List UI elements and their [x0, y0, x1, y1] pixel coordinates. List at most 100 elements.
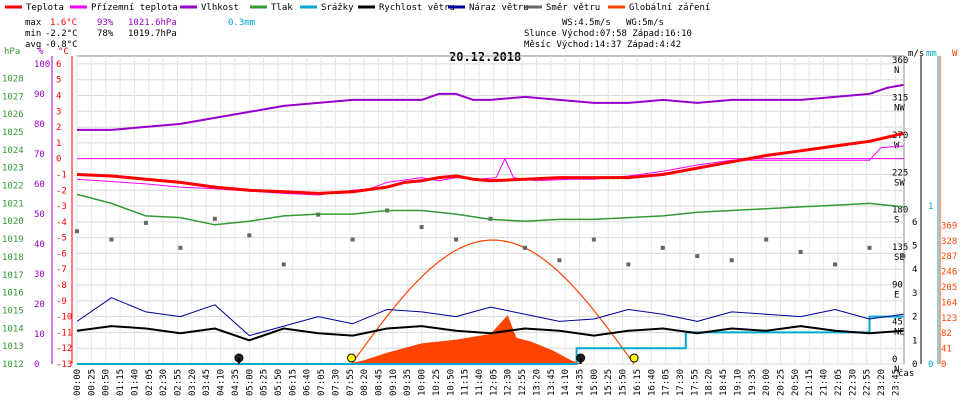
w-tick-label: 246: [941, 268, 957, 278]
hpa-tick-label: 1018: [2, 253, 24, 263]
hpa-tick-label: 1014: [2, 324, 24, 334]
hpa-tick-label: 1026: [2, 110, 24, 120]
wind-direction-point: [695, 254, 700, 259]
x-tick-label: 19:10: [733, 369, 743, 396]
x-tick-label: 04:35: [231, 369, 241, 396]
c-tick-label: 5: [56, 76, 61, 86]
x-tick-label: 04:10: [217, 369, 227, 396]
c-tick-label: -13: [56, 360, 72, 370]
w-tick-label: 164: [941, 298, 957, 308]
wind-direction-point: [75, 229, 79, 234]
hpa-tick-label: 1013: [2, 342, 24, 352]
x-tick-label: 01:40: [130, 369, 140, 396]
x-tick-label: 06:15: [288, 369, 298, 396]
mm-tick-label: 0: [928, 360, 933, 370]
hpa-tick-label: 1024: [2, 146, 24, 156]
w-tick-label: 205: [941, 283, 957, 293]
x-tick-label: 19:35: [748, 369, 758, 396]
w-tick-label: 123: [941, 314, 957, 324]
hpa-tick-label: 1021: [2, 199, 24, 209]
wind-direction-point: [798, 249, 803, 254]
x-tick-label: 01:15: [116, 369, 126, 396]
x-tick-label: 02:30: [159, 369, 169, 396]
pct-tick-label: 10: [34, 330, 45, 340]
c-tick-label: -9: [56, 297, 67, 307]
sun-moon-markers: [234, 353, 639, 364]
stat-min-label: min: [25, 29, 41, 39]
wind-direction-point: [143, 220, 148, 225]
wind-direction-point: [247, 233, 252, 238]
c-tick-label: 3: [56, 107, 61, 117]
x-tick-label: 15:25: [604, 369, 614, 396]
pct-tick-label: 40: [34, 240, 45, 250]
wind-direction-point: [178, 245, 183, 250]
hpa-tick-label: 1025: [2, 128, 24, 138]
x-tick-label: 10:00: [418, 369, 428, 396]
x-tick-label: 09:35: [403, 369, 413, 396]
x-tick-label: 02:05: [145, 369, 155, 396]
x-tick-label: 07:55: [346, 369, 356, 396]
x-tick-label: 07:30: [331, 369, 341, 396]
dir-tick-label: SE: [894, 253, 905, 263]
stats-block: max 1.6°C 93% 1021.6hPa 0.3mm min -2.2°C…: [25, 18, 255, 50]
hpa-tick-label: 1022: [2, 182, 24, 192]
c-tick-label: -11: [56, 328, 72, 338]
ms-axis-unit: m/s: [908, 49, 924, 59]
w-tick-label: 369: [941, 221, 957, 231]
dir-tick-label: SW: [894, 178, 905, 188]
wind-direction-point: [522, 245, 527, 250]
ms-tick-label: 6: [912, 218, 917, 228]
x-tick-label: 22:30: [848, 369, 858, 396]
legend-label: Vlhkost: [201, 3, 239, 13]
x-tick-label: 02:55: [174, 369, 184, 396]
x-tick-label: 15:50: [619, 369, 629, 396]
x-tick-label: 11:40: [475, 369, 485, 396]
x-axis-labels: 00:00 00:25 00:50 01:15 01:40 02:05 02:30 02:55…: [73, 368, 914, 396]
stat-max-temp: 1.6°C: [50, 18, 77, 28]
x-tick-label: 12:05: [489, 369, 499, 396]
dir-tick-value: 180: [892, 206, 908, 216]
info-block: WS:4.5m/s WG:5m/s Slunce Východ:07:58 Zá…: [524, 18, 692, 50]
c-axis-unit: °C: [58, 47, 69, 57]
x-tick-label: 22:05: [834, 369, 844, 396]
pct-tick-label: 70: [34, 150, 45, 160]
ms-tick-label: 3: [912, 289, 917, 299]
w-tick-label: 0: [941, 360, 946, 370]
stat-max-label: max: [25, 18, 42, 28]
pct-tick-label: 100: [34, 60, 50, 70]
solar-theoretical-curve: [351, 239, 635, 365]
pct-tick-label: 20: [34, 300, 45, 310]
w-tick-label: 328: [941, 237, 957, 247]
stat-min-press: 1019.7hPa: [128, 29, 177, 39]
axes: hPa% °C1012101310141015101610171018101910…: [2, 47, 958, 375]
x-tick-label: 23:20: [877, 369, 887, 396]
x-tick-label: 08:20: [360, 369, 370, 396]
c-tick-label: 1: [56, 139, 61, 149]
x-tick-label: 15:00: [590, 369, 600, 396]
w-tick-label: 82: [941, 329, 952, 339]
c-tick-label: -3: [56, 202, 67, 212]
info-moon: Měsíc Východ:14:37 Západ:4:42: [524, 40, 681, 50]
ms-tick-label: 0: [912, 360, 917, 370]
legend-label: Tlak: [271, 3, 293, 13]
wind-direction-point: [729, 258, 734, 263]
x-tick-label: 09:10: [389, 369, 399, 396]
x-tick-label: 23:45: [891, 369, 901, 396]
x-tick-label: 03:20: [188, 369, 198, 396]
hpa-tick-label: 1019: [2, 235, 24, 245]
hpa-tick-label: 1028: [2, 74, 24, 84]
hpa-tick-label: 1027: [2, 92, 24, 102]
ms-tick-label: 4: [912, 265, 917, 275]
stat-max-press: 1021.6hPa: [128, 18, 177, 28]
legend: Teplota Přízemní teplota Vlhkost Tlak Srážky…: [5, 3, 710, 13]
dir-tick-label: E: [894, 290, 899, 300]
legend-label: Rychlost větru: [379, 3, 455, 13]
wind-direction-point: [867, 245, 872, 250]
stat-min-temp: -2.2°C: [45, 29, 78, 39]
c-tick-label: -6: [56, 249, 67, 259]
x-tick-label: 21:15: [805, 369, 815, 396]
ground-temperature-line: [76, 145, 904, 196]
legend-label: Směr větru: [546, 3, 600, 13]
mm-tick-label: 1: [928, 202, 933, 212]
